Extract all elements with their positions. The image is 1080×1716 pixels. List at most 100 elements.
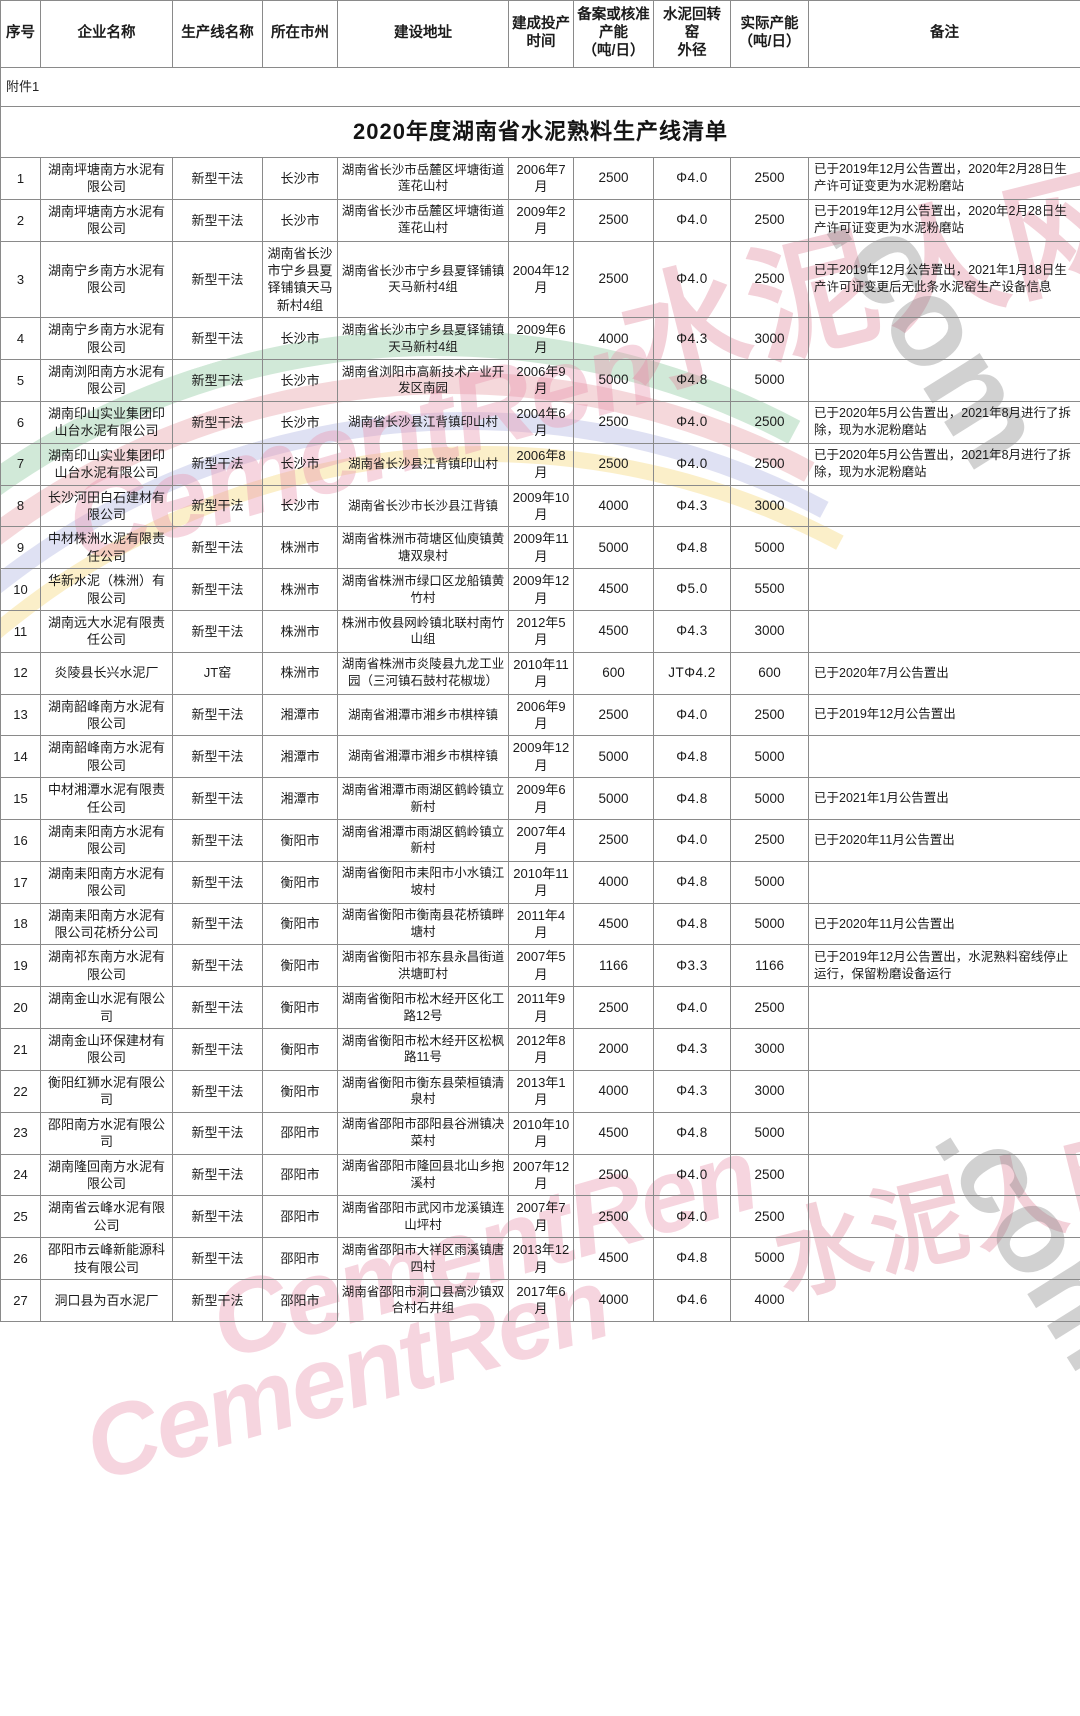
- row-cell-actual-capacity: 2500: [730, 1153, 809, 1197]
- row-cell-kiln-diameter: Φ4.0: [653, 442, 731, 486]
- row-cell-kiln-diameter: Φ4.3: [653, 1028, 731, 1071]
- row-cell-start-date: 2012年8月: [508, 1028, 574, 1071]
- row-cell-line-name: 新型干法: [172, 1111, 263, 1155]
- row-cell-start-date: 2004年6月: [508, 400, 574, 444]
- row-cell-enterprise: 洞口县为百水泥厂: [40, 1278, 173, 1322]
- row-cell-address: 株洲市攸县网岭镇北联村南竹山组: [337, 609, 509, 653]
- row-cell-approved-capacity: 5000: [573, 735, 654, 779]
- row-cell-enterprise: 湖南浏阳南方水泥有限公司: [40, 359, 173, 402]
- row-cell-actual-capacity: 2500: [730, 400, 809, 444]
- row-cell-line-name: 新型干法: [172, 986, 263, 1030]
- row-cell-address: 湖南省长沙市宁乡县夏铎铺镇天马新村4组: [337, 240, 509, 319]
- row-cell-actual-capacity: 5000: [730, 735, 809, 779]
- table-row: 26 邵阳市云峰新能源科技有限公司 新型干法 邵阳市 湖南省邵阳市大祥区雨溪镇唐四村 20…: [0, 1237, 1080, 1280]
- row-cell-line-name: 新型干法: [172, 240, 263, 319]
- row-cell-actual-capacity: 2500: [730, 986, 809, 1030]
- row-cell-no: 14: [0, 735, 41, 779]
- table-row: 18 湖南耒阳南方水泥有限公司花桥分公司 新型干法 衡阳市 湖南省衡阳市衡南县花桥镇畔塘…: [0, 902, 1080, 946]
- row-cell-approved-capacity: 5000: [573, 526, 654, 570]
- row-cell-line-name: 新型干法: [172, 944, 263, 988]
- row-cell-city: 湘潭市: [262, 777, 338, 820]
- row-cell-line-name: 新型干法: [172, 526, 263, 570]
- row-cell-start-date: 2006年8月: [508, 442, 574, 486]
- row-cell-kiln-diameter: Φ4.3: [653, 317, 731, 361]
- row-cell-no: 22: [0, 1069, 41, 1113]
- row-cell-kiln-diameter: Φ4.8: [653, 1111, 731, 1155]
- row-cell-actual-capacity: 1166: [730, 944, 809, 988]
- title-row: 2020年度湖南省水泥熟料生产线清单: [0, 106, 1080, 158]
- row-cell-no: 27: [0, 1278, 41, 1322]
- row-cell-approved-capacity: 5000: [573, 777, 654, 820]
- row-cell-city: 长沙市: [262, 157, 338, 200]
- row-cell-start-date: 2007年7月: [508, 1195, 574, 1239]
- row-cell-address: 湖南省衡阳市祁东县永昌街道洪塘町村: [337, 944, 509, 988]
- row-cell-kiln-diameter: Φ4.0: [653, 693, 731, 737]
- row-cell-address: 湖南省湘潭市雨湖区鹤岭镇立新村: [337, 777, 509, 820]
- table-row: 13 湖南韶峰南方水泥有限公司 新型干法 湘潭市 湖南省湘潭市湘乡市棋梓镇 2006年9月…: [0, 693, 1080, 737]
- row-cell-enterprise: 长沙河田白石建材有限公司: [40, 484, 173, 528]
- table-row: 11 湖南远大水泥有限责任公司 新型干法 株洲市 株洲市攸县网岭镇北联村南竹山组 2012…: [0, 609, 1080, 653]
- row-cell-address: 湖南省株洲市荷塘区仙庾镇黄塘双泉村: [337, 526, 509, 570]
- table-row: 25 湖南省云峰水泥有限公司 新型干法 邵阳市 湖南省邵阳市武冈市龙溪镇连山坪村 2007…: [0, 1195, 1080, 1239]
- row-cell-remark: [808, 735, 1080, 779]
- row-cell-approved-capacity: 4500: [573, 1237, 654, 1280]
- row-cell-start-date: 2009年10月: [508, 484, 574, 528]
- row-cell-remark: [808, 1195, 1080, 1239]
- table-row: 15 中材湘潭水泥有限责任公司 新型干法 湘潭市 湖南省湘潭市雨湖区鹤岭镇立新村 2009…: [0, 777, 1080, 820]
- row-cell-line-name: 新型干法: [172, 1153, 263, 1197]
- row-cell-address: 湖南省长沙县江背镇印山村: [337, 400, 509, 444]
- row-cell-approved-capacity: 2500: [573, 1153, 654, 1197]
- row-cell-start-date: 2012年5月: [508, 609, 574, 653]
- row-cell-city: 长沙市: [262, 317, 338, 361]
- row-cell-enterprise: 中材株洲水泥有限责任公司: [40, 526, 173, 570]
- row-cell-address: 湖南省邵阳市武冈市龙溪镇连山坪村: [337, 1195, 509, 1239]
- row-cell-start-date: 2004年12月: [508, 240, 574, 319]
- row-cell-address: 湖南省衡阳市衡南县花桥镇畔塘村: [337, 902, 509, 946]
- row-cell-line-name: 新型干法: [172, 317, 263, 361]
- row-cell-actual-capacity: 3000: [730, 1028, 809, 1071]
- row-cell-actual-capacity: 3000: [730, 484, 809, 528]
- row-cell-approved-capacity: 2500: [573, 198, 654, 242]
- column-header-approved-capacity-line1: 备案或核准: [577, 7, 650, 24]
- row-cell-start-date: 2010年10月: [508, 1111, 574, 1155]
- row-cell-kiln-diameter: Φ4.8: [653, 902, 731, 946]
- row-cell-city: 长沙市: [262, 400, 338, 444]
- row-cell-enterprise: 邵阳南方水泥有限公司: [40, 1111, 173, 1155]
- row-cell-start-date: 2011年4月: [508, 902, 574, 946]
- row-cell-line-name: 新型干法: [172, 359, 263, 402]
- row-cell-city: 邵阳市: [262, 1195, 338, 1239]
- attachment-row: 附件1: [0, 67, 1080, 107]
- table-row: 9 中材株洲水泥有限责任公司 新型干法 株洲市 湖南省株洲市荷塘区仙庾镇黄塘双泉村 200…: [0, 526, 1080, 570]
- row-cell-city: 衡阳市: [262, 1028, 338, 1071]
- row-cell-kiln-diameter: Φ4.0: [653, 400, 731, 444]
- row-cell-remark: [808, 1069, 1080, 1113]
- row-cell-no: 6: [0, 400, 41, 444]
- row-cell-line-name: 新型干法: [172, 157, 263, 200]
- row-cell-enterprise: 湖南省云峰水泥有限公司: [40, 1195, 173, 1239]
- row-cell-address: 湖南省衡阳市耒阳市小水镇江坡村: [337, 860, 509, 904]
- table-row: 24 湖南隆回南方水泥有限公司 新型干法 邵阳市 湖南省邵阳市隆回县北山乡抱溪村 2007…: [0, 1153, 1080, 1197]
- row-cell-remark: [808, 1278, 1080, 1322]
- row-cell-enterprise: 华新水泥（株洲）有限公司: [40, 568, 173, 611]
- row-cell-start-date: 2009年12月: [508, 735, 574, 779]
- row-cell-approved-capacity: 4500: [573, 568, 654, 611]
- row-cell-address: 湖南省邵阳市大祥区雨溪镇唐四村: [337, 1237, 509, 1280]
- row-cell-start-date: 2007年5月: [508, 944, 574, 988]
- column-header-actual-capacity-line2: （吨/日）: [738, 34, 801, 50]
- row-cell-city: 邵阳市: [262, 1111, 338, 1155]
- row-cell-address: 湖南省湘潭市雨湖区鹤岭镇立新村: [337, 819, 509, 862]
- row-cell-city: 邵阳市: [262, 1153, 338, 1197]
- row-cell-no: 2: [0, 198, 41, 242]
- row-cell-actual-capacity: 5000: [730, 1111, 809, 1155]
- table-row: 14 湖南韶峰南方水泥有限公司 新型干法 湘潭市 湖南省湘潭市湘乡市棋梓镇 2009年12…: [0, 735, 1080, 779]
- table-row: 16 湖南耒阳南方水泥有限公司 新型干法 衡阳市 湖南省湘潭市雨湖区鹤岭镇立新村 2007…: [0, 819, 1080, 862]
- row-cell-enterprise: 湖南耒阳南方水泥有限公司花桥分公司: [40, 902, 173, 946]
- table-row: 6 湖南印山实业集团印山台水泥有限公司 新型干法 长沙市 湖南省长沙县江背镇印山村 200…: [0, 400, 1080, 444]
- row-cell-approved-capacity: 2500: [573, 442, 654, 486]
- row-cell-address: 湖南省长沙市宁乡县夏铎铺镇天马新村4组: [337, 317, 509, 361]
- row-cell-city: 株洲市: [262, 609, 338, 653]
- row-cell-actual-capacity: 5000: [730, 902, 809, 946]
- row-cell-city: 衡阳市: [262, 860, 338, 904]
- column-header-start-date: 建成投产 时间: [508, 0, 574, 68]
